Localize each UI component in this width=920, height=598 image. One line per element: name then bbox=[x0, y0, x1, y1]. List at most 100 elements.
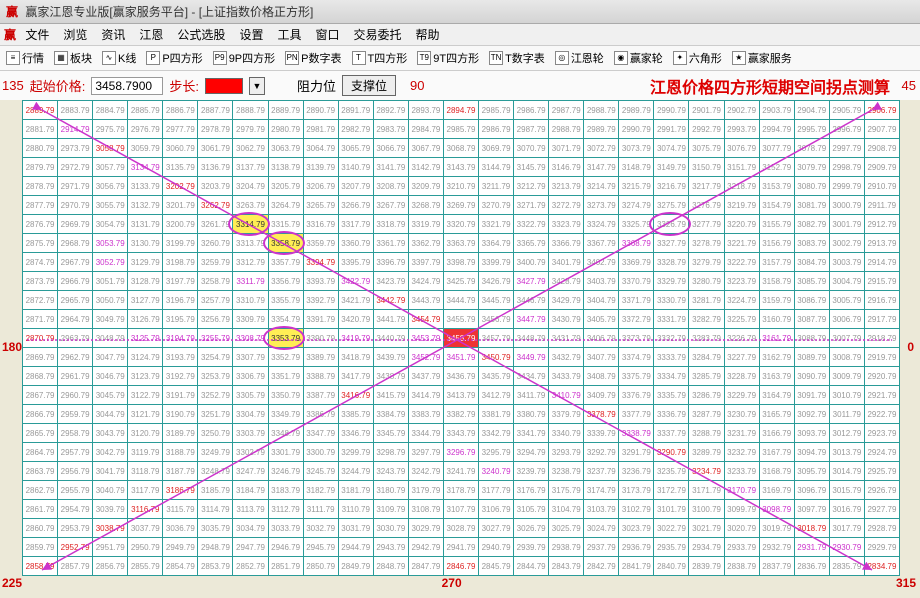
step-dropdown[interactable]: ▼ bbox=[249, 77, 265, 95]
cell-14-6[interactable]: 3306.79 bbox=[233, 367, 268, 386]
cell-17-1[interactable]: 2958.79 bbox=[58, 424, 93, 443]
cell-3-13[interactable]: 3144.79 bbox=[479, 158, 514, 177]
cell-19-11[interactable]: 3242.79 bbox=[408, 462, 443, 481]
cell-11-17[interactable]: 3372.79 bbox=[619, 310, 654, 329]
cell-9-5[interactable]: 3258.79 bbox=[198, 272, 233, 291]
cell-9-23[interactable]: 3004.79 bbox=[829, 272, 864, 291]
cell-7-13[interactable]: 3364.79 bbox=[479, 234, 514, 253]
tb-赢家轮[interactable]: ◉赢家轮 bbox=[614, 50, 663, 66]
tb-9T四方形[interactable]: T99T四方形 bbox=[417, 50, 479, 66]
cell-4-23[interactable]: 2999.79 bbox=[829, 177, 864, 196]
cell-8-13[interactable]: 3399.79 bbox=[479, 253, 514, 272]
cell-0-24[interactable]: 2906.79 bbox=[864, 101, 899, 120]
cell-22-12[interactable]: 3028.79 bbox=[443, 519, 478, 538]
cell-14-14[interactable]: 3434.79 bbox=[514, 367, 549, 386]
cell-3-12[interactable]: 3143.79 bbox=[443, 158, 478, 177]
cell-2-0[interactable]: 2880.79 bbox=[23, 139, 58, 158]
cell-22-16[interactable]: 3024.79 bbox=[584, 519, 619, 538]
cell-4-3[interactable]: 3133.79 bbox=[128, 177, 163, 196]
cell-16-21[interactable]: 3165.79 bbox=[759, 405, 794, 424]
cell-8-24[interactable]: 2914.79 bbox=[864, 253, 899, 272]
cell-12-11[interactable]: 3453.79 bbox=[408, 329, 443, 348]
cell-20-16[interactable]: 3174.79 bbox=[584, 481, 619, 500]
cell-16-17[interactable]: 3377.79 bbox=[619, 405, 654, 424]
cell-13-7[interactable]: 3352.79 bbox=[268, 348, 303, 367]
cell-22-15[interactable]: 3025.79 bbox=[549, 519, 584, 538]
cell-17-19[interactable]: 3288.79 bbox=[689, 424, 724, 443]
cell-1-9[interactable]: 2982.79 bbox=[338, 120, 373, 139]
cell-3-24[interactable]: 2909.79 bbox=[864, 158, 899, 177]
cell-6-2[interactable]: 3054.79 bbox=[93, 215, 128, 234]
cell-5-12[interactable]: 3269.79 bbox=[443, 196, 478, 215]
cell-5-1[interactable]: 2970.79 bbox=[58, 196, 93, 215]
cell-8-19[interactable]: 3279.79 bbox=[689, 253, 724, 272]
cell-9-3[interactable]: 3128.79 bbox=[128, 272, 163, 291]
cell-19-24[interactable]: 2925.79 bbox=[864, 462, 899, 481]
cell-5-18[interactable]: 3275.79 bbox=[654, 196, 689, 215]
menu-交易委托[interactable]: 交易委托 bbox=[353, 28, 401, 42]
cell-8-0[interactable]: 2874.79 bbox=[23, 253, 58, 272]
cell-3-10[interactable]: 3141.79 bbox=[373, 158, 408, 177]
cell-19-21[interactable]: 3168.79 bbox=[759, 462, 794, 481]
cell-9-18[interactable]: 3329.79 bbox=[654, 272, 689, 291]
menu-帮助[interactable]: 帮助 bbox=[416, 28, 440, 42]
cell-13-20[interactable]: 3227.79 bbox=[724, 348, 759, 367]
cell-6-4[interactable]: 3200.79 bbox=[163, 215, 198, 234]
cell-2-8[interactable]: 3064.79 bbox=[303, 139, 338, 158]
cell-9-24[interactable]: 2915.79 bbox=[864, 272, 899, 291]
cell-21-7[interactable]: 3112.79 bbox=[268, 500, 303, 519]
menu-江恩[interactable]: 江恩 bbox=[139, 28, 163, 42]
cell-11-24[interactable]: 2917.79 bbox=[864, 310, 899, 329]
cell-22-6[interactable]: 3034.79 bbox=[233, 519, 268, 538]
cell-16-16[interactable]: 3378.79 bbox=[584, 405, 619, 424]
cell-0-16[interactable]: 2988.79 bbox=[584, 101, 619, 120]
cell-14-9[interactable]: 3417.79 bbox=[338, 367, 373, 386]
cell-12-22[interactable]: 3088.79 bbox=[794, 329, 829, 348]
cell-10-5[interactable]: 3257.79 bbox=[198, 291, 233, 310]
cell-1-18[interactable]: 2991.79 bbox=[654, 120, 689, 139]
cell-18-18[interactable]: 3290.79 bbox=[654, 443, 689, 462]
cell-21-10[interactable]: 3109.79 bbox=[373, 500, 408, 519]
cell-15-19[interactable]: 3286.79 bbox=[689, 386, 724, 405]
cell-3-7[interactable]: 3138.79 bbox=[268, 158, 303, 177]
cell-22-1[interactable]: 2953.79 bbox=[58, 519, 93, 538]
cell-19-1[interactable]: 2956.79 bbox=[58, 462, 93, 481]
cell-1-12[interactable]: 2985.79 bbox=[443, 120, 478, 139]
cell-2-24[interactable]: 2908.79 bbox=[864, 139, 899, 158]
cell-6-19[interactable]: 3277.79 bbox=[689, 215, 724, 234]
cell-17-18[interactable]: 3337.79 bbox=[654, 424, 689, 443]
cell-15-2[interactable]: 3045.79 bbox=[93, 386, 128, 405]
cell-6-10[interactable]: 3318.79 bbox=[373, 215, 408, 234]
cell-23-1[interactable]: 2952.79 bbox=[58, 538, 93, 557]
cell-3-6[interactable]: 3137.79 bbox=[233, 158, 268, 177]
cell-22-21[interactable]: 3019.79 bbox=[759, 519, 794, 538]
cell-0-15[interactable]: 2987.79 bbox=[549, 101, 584, 120]
tb-P四方形[interactable]: PP四方形 bbox=[146, 50, 202, 66]
cell-19-17[interactable]: 3236.79 bbox=[619, 462, 654, 481]
cell-11-22[interactable]: 3087.79 bbox=[794, 310, 829, 329]
cell-6-1[interactable]: 2969.79 bbox=[58, 215, 93, 234]
cell-0-21[interactable]: 2903.79 bbox=[759, 101, 794, 120]
cell-8-15[interactable]: 3401.79 bbox=[549, 253, 584, 272]
cell-15-16[interactable]: 3409.79 bbox=[584, 386, 619, 405]
cell-0-8[interactable]: 2890.79 bbox=[303, 101, 338, 120]
cell-14-10[interactable]: 3438.79 bbox=[373, 367, 408, 386]
cell-17-16[interactable]: 3339.79 bbox=[584, 424, 619, 443]
cell-20-5[interactable]: 3185.79 bbox=[198, 481, 233, 500]
cell-3-2[interactable]: 3057.79 bbox=[93, 158, 128, 177]
cell-14-4[interactable]: 3192.79 bbox=[163, 367, 198, 386]
cell-17-3[interactable]: 3120.79 bbox=[128, 424, 163, 443]
cell-15-14[interactable]: 3411.79 bbox=[514, 386, 549, 405]
cell-16-20[interactable]: 3230.79 bbox=[724, 405, 759, 424]
cell-19-19[interactable]: 3234.79 bbox=[689, 462, 724, 481]
cell-13-4[interactable]: 3193.79 bbox=[163, 348, 198, 367]
cell-2-10[interactable]: 3066.79 bbox=[373, 139, 408, 158]
cell-7-7[interactable]: 3358.79 bbox=[268, 234, 303, 253]
menu-文件[interactable]: 文件 bbox=[25, 28, 49, 42]
cell-16-11[interactable]: 3383.79 bbox=[408, 405, 443, 424]
cell-17-22[interactable]: 3093.79 bbox=[794, 424, 829, 443]
cell-13-24[interactable]: 2919.79 bbox=[864, 348, 899, 367]
step-color-swatch[interactable] bbox=[205, 78, 243, 94]
cell-23-12[interactable]: 2941.79 bbox=[443, 538, 478, 557]
cell-21-2[interactable]: 3039.79 bbox=[93, 500, 128, 519]
